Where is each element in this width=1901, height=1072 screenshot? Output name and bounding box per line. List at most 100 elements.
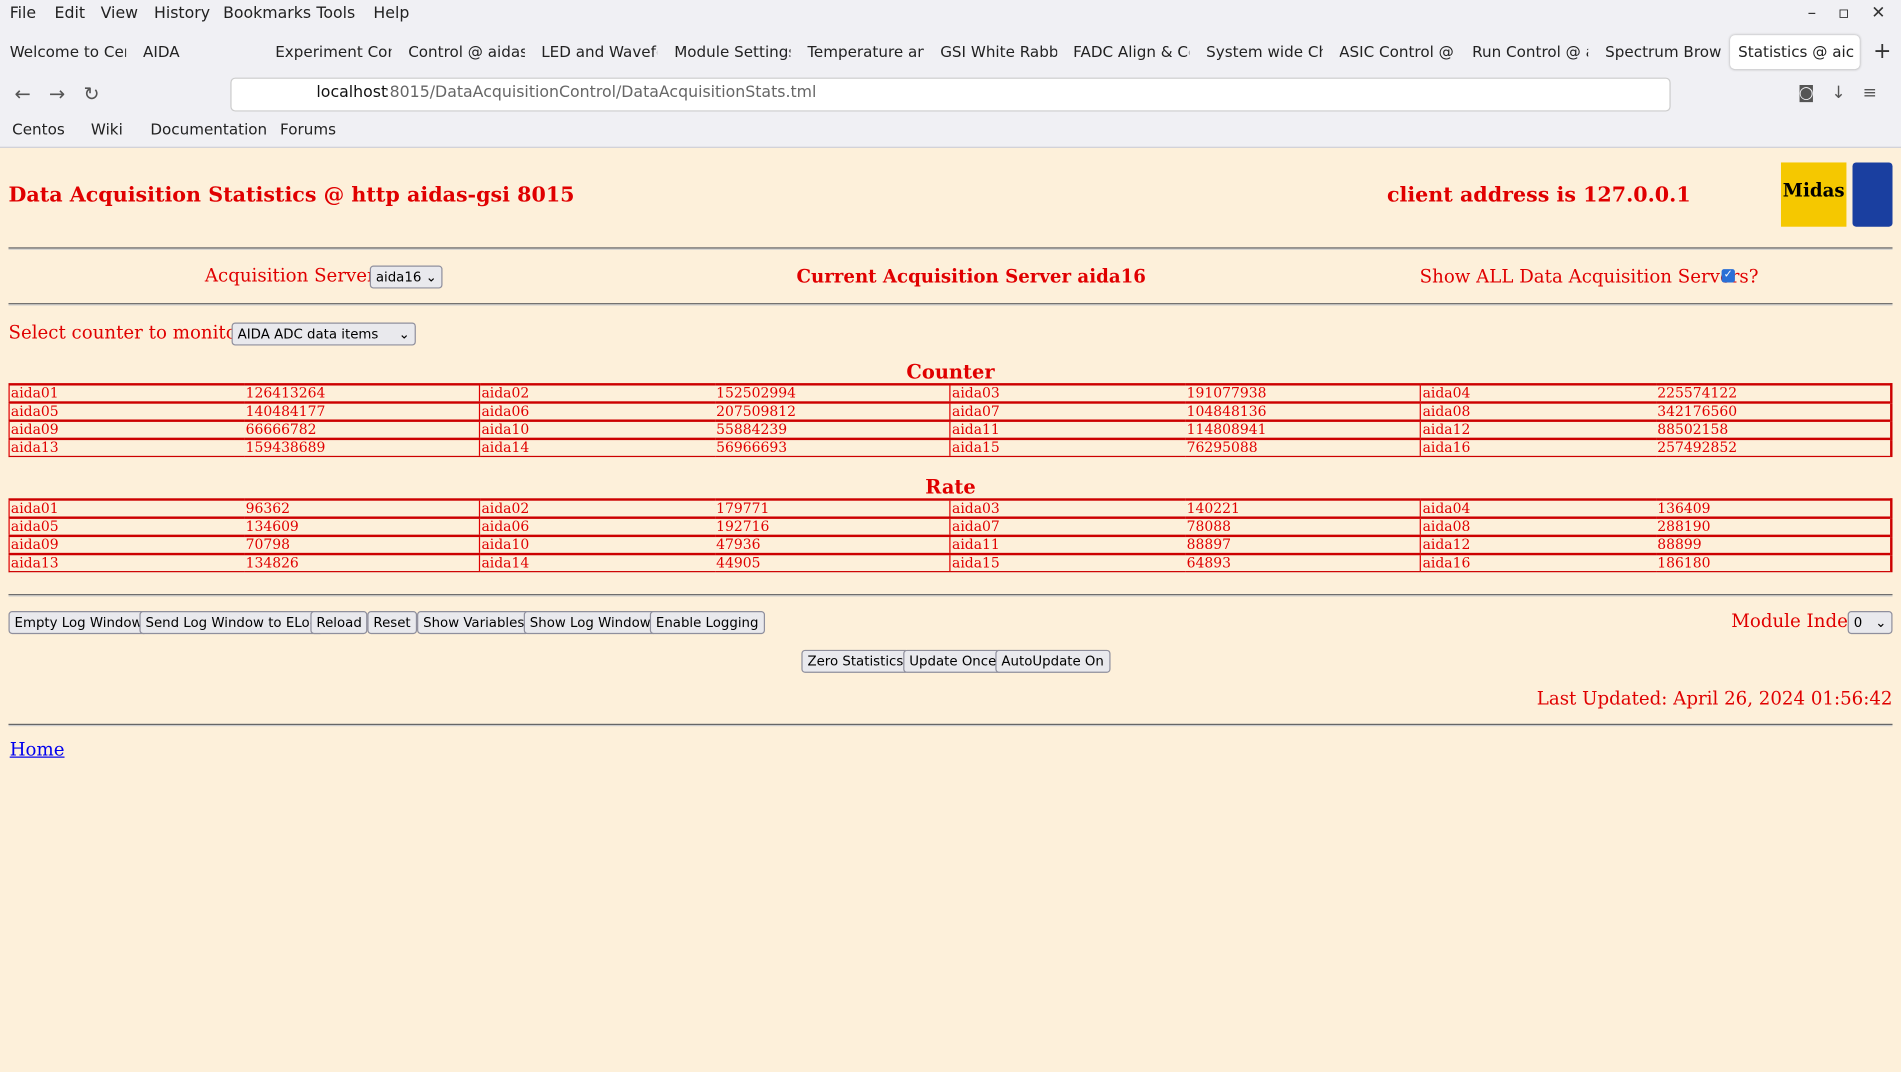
menu-item[interactable]: History xyxy=(153,4,211,24)
menu-item[interactable]: Tools xyxy=(316,4,356,24)
tab[interactable]: Statistics @ aic xyxy=(1729,35,1860,70)
stat-value: 70798 xyxy=(244,534,480,555)
button[interactable]: Send Log Window to ELog xyxy=(139,611,325,635)
server-name: aida15 xyxy=(949,437,1186,458)
tcl-logo xyxy=(1852,162,1893,227)
counter-select[interactable]: AIDA ADC data items ⌄ xyxy=(231,322,416,346)
server-name: aida12 xyxy=(1420,419,1657,440)
server-name: aida07 xyxy=(949,516,1186,537)
toolbar-icons[interactable]: ◙↓≡ xyxy=(1797,83,1894,104)
server-name: aida11 xyxy=(949,534,1186,555)
menu-item[interactable]: Edit xyxy=(54,4,86,24)
stat-value: 257492852 xyxy=(1656,437,1893,458)
table-row: aida01 96362 aida02 179771 aida03 140221 aida0… xyxy=(8,498,1893,519)
stat-value: 44905 xyxy=(714,552,951,573)
menu-item[interactable]: Help xyxy=(373,4,410,24)
button[interactable]: Reload xyxy=(310,611,368,635)
server-name: aida07 xyxy=(949,401,1186,422)
tab[interactable]: Module Settings xyxy=(674,42,791,61)
server-name: aida08 xyxy=(1420,401,1657,422)
server-name: aida10 xyxy=(479,419,715,440)
new-tab[interactable]: + xyxy=(1873,38,1892,65)
stat-value: 152502994 xyxy=(714,383,951,404)
tab[interactable]: LED and Wavefor xyxy=(541,42,657,61)
show-all-checkbox[interactable]: ✓ xyxy=(1721,269,1735,283)
separator xyxy=(8,303,1893,306)
stat-value: 288190 xyxy=(1656,516,1893,537)
stat-value: 66666782 xyxy=(244,419,480,440)
button[interactable]: Empty Log Window xyxy=(8,611,149,635)
window-controls[interactable]: –▫✕ xyxy=(1807,3,1901,24)
stat-value: 76295088 xyxy=(1185,437,1421,458)
bookmark[interactable]: Documentation xyxy=(150,120,268,139)
stat-value: 104848136 xyxy=(1185,401,1421,422)
bookmark[interactable]: Wiki xyxy=(90,120,123,139)
stat-value: 179771 xyxy=(714,498,951,519)
button[interactable]: Update Once xyxy=(903,649,1003,673)
separator xyxy=(8,247,1893,250)
button[interactable]: Show Log Window xyxy=(523,611,657,635)
tab[interactable]: FADC Align & Co xyxy=(1073,42,1190,61)
stat-value: 186180 xyxy=(1656,552,1893,573)
menu-item[interactable]: Bookmarks xyxy=(223,4,312,24)
stat-value: 136409 xyxy=(1656,498,1893,519)
stat-value: 207509812 xyxy=(714,401,951,422)
server-name: aida06 xyxy=(479,401,715,422)
server-name: aida03 xyxy=(949,383,1186,404)
table-row: aida05 134609 aida06 192716 aida07 78088 aida0… xyxy=(8,516,1893,537)
module-index-value: 0 xyxy=(1853,614,1863,631)
server-name: aida13 xyxy=(8,552,245,573)
server-name: aida15 xyxy=(949,552,1186,573)
stat-value: 342176560 xyxy=(1656,401,1893,422)
menu-item[interactable]: View xyxy=(100,4,139,24)
tab[interactable]: Experiment Contr xyxy=(275,42,391,61)
server-name: aida10 xyxy=(479,534,715,555)
table-row: aida01 126413264 aida02 152502994 aida03 1910… xyxy=(8,383,1893,404)
table-title: Rate xyxy=(925,475,976,499)
tab[interactable]: Control @ aidas- xyxy=(408,42,525,61)
menu-item[interactable]: File xyxy=(9,4,37,24)
server-name: aida02 xyxy=(479,498,715,519)
nav-buttons[interactable]: ←→↻ xyxy=(14,82,118,106)
url-bar[interactable]: localhost :8015/DataAcquisitionControl/D… xyxy=(230,77,1671,112)
tab[interactable]: ASIC Control @ a xyxy=(1339,42,1456,61)
bookmark[interactable]: Forums xyxy=(280,120,337,139)
bookmark[interactable]: Centos xyxy=(12,120,65,139)
button[interactable]: Zero Statistics xyxy=(801,649,910,673)
tab[interactable]: Run Control @ ai xyxy=(1472,42,1589,61)
home-link[interactable]: Home xyxy=(9,738,65,761)
tab[interactable]: Welcome to Cent xyxy=(9,42,126,61)
button[interactable]: Reset xyxy=(367,611,417,635)
tab[interactable]: AIDA xyxy=(143,42,180,61)
button[interactable]: Show Variables xyxy=(417,611,531,635)
module-index-select[interactable]: 0 ⌄ xyxy=(1847,611,1893,635)
server-name: aida12 xyxy=(1420,534,1657,555)
tab[interactable]: Spectrum Brows xyxy=(1605,42,1722,61)
button[interactable]: AutoUpdate On xyxy=(995,649,1110,673)
url-path: :8015/DataAcquisitionControl/DataAcquisi… xyxy=(384,83,817,102)
table-row: aida13 134826 aida14 44905 aida15 64893 aida16… xyxy=(8,552,1893,573)
show-all-label: Show ALL Data Acquisition Servers? xyxy=(1419,265,1759,288)
button[interactable]: Enable Logging xyxy=(649,611,765,635)
stats-table: aida01 126413264 aida02 152502994 aida03 1910… xyxy=(8,383,1893,458)
stat-value: 140221 xyxy=(1185,498,1421,519)
stat-value: 159438689 xyxy=(244,437,480,458)
page-title: Data Acquisition Statistics @ http aidas… xyxy=(8,183,575,208)
server-name: aida08 xyxy=(1420,516,1657,537)
stat-value: 88502158 xyxy=(1656,419,1893,440)
stat-value: 64893 xyxy=(1185,552,1421,573)
stats-table: aida01 96362 aida02 179771 aida03 140221 aida0… xyxy=(8,498,1893,573)
servers-label: Acquisition Servers xyxy=(204,264,386,287)
server-name: aida14 xyxy=(479,552,715,573)
midas-logo: Midas xyxy=(1780,162,1847,227)
stat-value: 47936 xyxy=(714,534,951,555)
tab[interactable]: Temperature and xyxy=(807,42,923,61)
server-name: aida01 xyxy=(8,498,245,519)
server-select[interactable]: aida16 ⌄ xyxy=(369,265,443,289)
tab[interactable]: System wide Che xyxy=(1206,42,1322,61)
server-name: aida01 xyxy=(8,383,245,404)
tab[interactable]: GSI White Rabbit xyxy=(940,42,1057,61)
server-name: aida05 xyxy=(8,516,245,537)
stat-value: 134826 xyxy=(244,552,480,573)
